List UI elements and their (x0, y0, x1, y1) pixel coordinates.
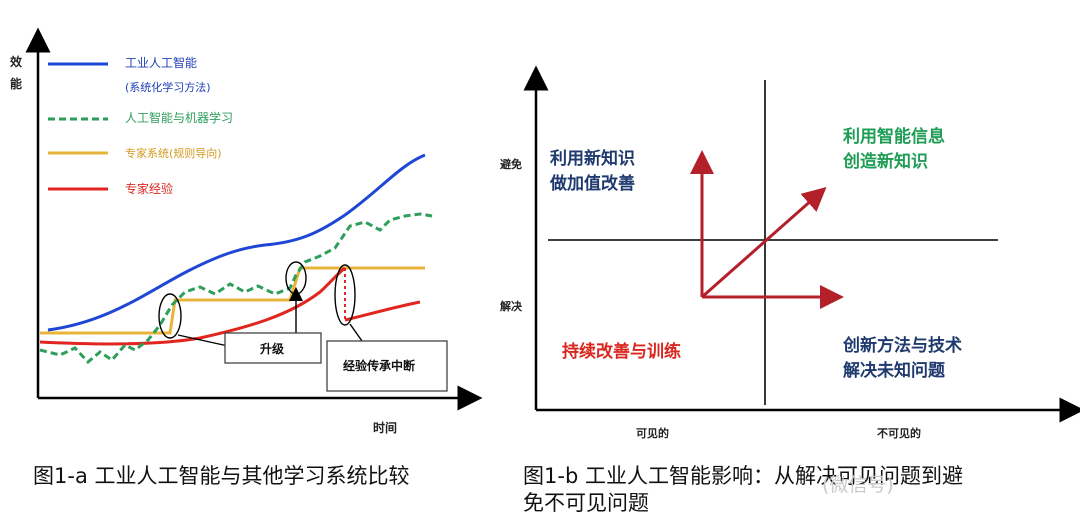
break-ellipse (334, 264, 356, 326)
break-callout-text: 经验传承中断 (343, 358, 415, 373)
legend-sublabel-industrial-ai: (系统化学习方法) (125, 80, 211, 94)
quadrant-bottom-left-line-1: 持续改善与训练 (562, 341, 681, 362)
right-y-label-solve: 解决 (500, 299, 523, 313)
left-y-axis-label-1: 效 (10, 54, 23, 69)
curve-industrial-ai (47, 153, 426, 332)
legend-label-ai-ml: 人工智能与机器学习 (125, 110, 233, 125)
quadrant-top-left-line-1: 利用新知识 (550, 148, 635, 169)
break-callout-box (326, 340, 448, 392)
right-y-label-avoid: 避免 (500, 157, 522, 171)
right-x-label-visible: 可见的 (636, 426, 669, 440)
quadrant-top-right-line-2: 创造新知识 (842, 151, 928, 172)
left-y-axis-label-2: 能 (10, 76, 22, 91)
upgrade-callout-text: 升级 (260, 341, 284, 356)
upgrade-pointer-1 (177, 334, 229, 347)
quadrant-bottom-right-line-1: 创新方法与技术 (842, 335, 962, 356)
caption-right: 图1-b 工业人工智能影响：从解决可见问题到避免不可见问题 (523, 464, 963, 515)
left-x-axis-label: 时间 (373, 420, 397, 435)
caption-left: 图1-a 工业人工智能与其他学习系统比较 (33, 464, 410, 488)
legend-label-industrial-ai: 工业人工智能 (125, 55, 197, 70)
quadrant-top-right-line-1: 利用智能信息 (843, 126, 945, 147)
right-x-label-invisible: 不可见的 (877, 426, 921, 440)
watermark: (微信号) (822, 474, 894, 496)
upgrade-callout-box (224, 332, 322, 364)
legend-label-expert-system: 专家系统(规则导向) (125, 146, 222, 160)
upgrade-ellipse-1 (158, 293, 182, 339)
left-legend: 工业人工智能 (系统化学习方法) 人工智能与机器学习 专家系统(规则导向) 专家… (48, 55, 233, 196)
left-diagram: 效 能 时间 工业人工智能 (系统化学习方法) 人工智能与机器学习 专家系统(规… (10, 27, 483, 435)
arrow-diagonal (701, 187, 827, 299)
break-pointer (349, 323, 363, 342)
right-diagram: 避免 解决 可见的 不可见的 利用新知识 做加值改善 利用智能信息 创造新知识 … (500, 65, 1080, 440)
curve-ai-ml (39, 212, 433, 365)
legend-label-expert-experience: 专家经验 (125, 181, 173, 196)
quadrant-top-left-line-2: 做加值改善 (549, 173, 635, 194)
curve-expert-system (40, 266, 425, 335)
quadrant-bottom-right-line-2: 解决未知问题 (843, 360, 946, 381)
